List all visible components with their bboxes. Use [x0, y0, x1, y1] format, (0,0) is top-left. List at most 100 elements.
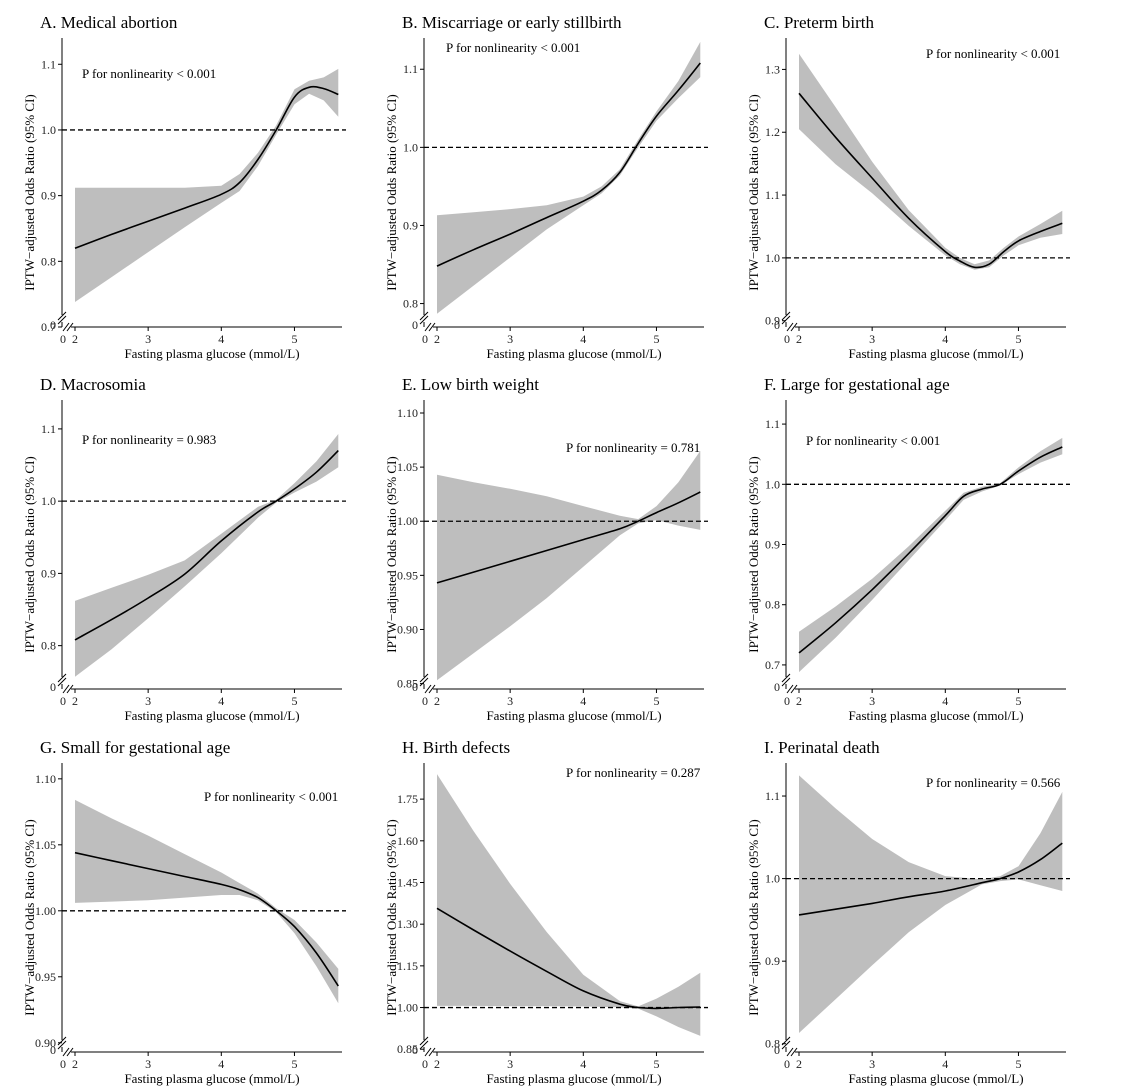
x-break-mark	[428, 684, 436, 694]
y-break-label: 0	[50, 1043, 56, 1057]
nonlinearity-p-value: P for nonlinearity < 0.001	[204, 789, 338, 804]
y-tick-label: 1.1	[765, 188, 780, 202]
y-tick-label: 1.0	[41, 494, 56, 508]
y-tick-label: 0.95	[35, 970, 56, 984]
y-break-label: 0	[50, 680, 56, 694]
x-tick-label: 2	[72, 332, 78, 346]
y-break-label: 0	[774, 1043, 780, 1057]
or-curve	[436, 62, 701, 267]
panel-title: G. Small for gestational age	[40, 738, 230, 757]
x-tick-label: 2	[434, 694, 440, 708]
x-break-mark	[424, 1047, 432, 1057]
or-curve	[798, 92, 1063, 269]
nonlinearity-p-value: P for nonlinearity = 0.287	[566, 765, 701, 780]
y-tick-label: 1.30	[397, 917, 418, 931]
x-tick-label: 4	[942, 694, 948, 708]
or-curve	[798, 446, 1063, 654]
panel-D: D. Macrosomia 0.8 0.9 1.0 1.1 0 2 3 4 5 0 Fasting p…	[0, 362, 366, 723]
x-tick-label: 5	[653, 332, 659, 346]
y-tick-label: 1.00	[35, 904, 56, 918]
or-curve	[436, 491, 701, 584]
nonlinearity-p-value: P for nonlinearity < 0.001	[82, 66, 216, 81]
y-break-mark	[781, 311, 791, 321]
confidence-band	[437, 41, 701, 314]
x-tick-label: 3	[507, 332, 513, 346]
y-break-mark	[419, 315, 429, 325]
or-curve	[74, 85, 339, 249]
y-tick-label: 0.7	[41, 320, 56, 334]
x-break-mark	[66, 1047, 74, 1057]
x-tick-label: 4	[580, 332, 586, 346]
confidence-band	[75, 68, 339, 303]
y-tick-label: 1.0	[41, 123, 56, 137]
x-tick-label: 3	[145, 1057, 151, 1071]
y-break-label: 0	[50, 318, 56, 332]
y-break-mark	[781, 673, 791, 683]
x-break-label: 0	[784, 1057, 790, 1071]
x-break-mark	[428, 322, 436, 332]
x-axis-label: Fasting plasma glucose (mmol/L)	[486, 708, 661, 723]
y-tick-label: 1.1	[403, 62, 418, 76]
x-tick-label: 3	[507, 1057, 513, 1071]
y-break-mark	[419, 1036, 429, 1046]
panel-B: B. Miscarriage or early stillbirth 0.8 0.9…	[362, 0, 728, 361]
y-break-mark	[57, 315, 67, 325]
x-tick-label: 4	[580, 1057, 586, 1071]
x-tick-label: 4	[942, 1057, 948, 1071]
panel-I: I. Perinatal death 0.8 0.9 1.0 1.1 0 2 3 4 5 0 Fast…	[724, 725, 1090, 1086]
y-tick-label: 0.90	[397, 622, 418, 636]
x-tick-label: 2	[796, 332, 802, 346]
x-axis-label: Fasting plasma glucose (mmol/L)	[848, 346, 1023, 361]
y-break-mark	[419, 1040, 429, 1050]
x-break-mark	[786, 684, 794, 694]
or-curve	[436, 907, 701, 1010]
y-break-mark	[419, 673, 429, 683]
x-tick-label: 5	[653, 694, 659, 708]
y-break-label: 0	[412, 680, 418, 694]
x-tick-label: 3	[869, 332, 875, 346]
y-break-mark	[781, 315, 791, 325]
chart-B: B. Miscarriage or early stillbirth 0.8 0.9…	[384, 13, 708, 361]
or-curve	[74, 851, 339, 987]
x-break-mark	[66, 322, 74, 332]
x-tick-label: 5	[1015, 332, 1021, 346]
y-tick-label: 1.15	[397, 959, 418, 973]
x-break-label: 0	[422, 694, 428, 708]
y-axis-label: IPTW−adjusted Odds Ratio (95% CI)	[746, 819, 761, 1016]
x-break-mark	[424, 684, 432, 694]
x-tick-label: 4	[580, 694, 586, 708]
x-tick-label: 5	[1015, 1057, 1021, 1071]
nonlinearity-p-value: P for nonlinearity = 0.781	[566, 440, 700, 455]
x-break-mark	[786, 1047, 794, 1057]
x-tick-label: 5	[291, 694, 297, 708]
panel-title: B. Miscarriage or early stillbirth	[402, 13, 622, 32]
chart-F: F. Large for gestational age 0.7 0.8 0.9 1.0…	[746, 375, 1070, 723]
y-tick-label: 1.0	[403, 140, 418, 154]
y-tick-label: 1.00	[397, 1001, 418, 1015]
x-break-mark	[66, 684, 74, 694]
panel-title: A. Medical abortion	[40, 13, 178, 32]
x-break-label: 0	[422, 332, 428, 346]
x-break-mark	[62, 1047, 70, 1057]
y-tick-label: 1.0	[765, 872, 780, 886]
panel-title: F. Large for gestational age	[764, 375, 950, 394]
x-break-mark	[424, 322, 432, 332]
y-break-mark	[419, 677, 429, 687]
or-curve	[798, 842, 1063, 916]
confidence-band	[799, 53, 1063, 270]
y-break-label: 0	[412, 318, 418, 332]
panel-F: F. Large for gestational age 0.7 0.8 0.9 1.0…	[724, 362, 1090, 723]
x-axis-label: Fasting plasma glucose (mmol/L)	[124, 1071, 299, 1086]
y-tick-label: 0.8	[41, 254, 56, 268]
y-tick-label: 0.8	[403, 297, 418, 311]
x-tick-label: 3	[869, 694, 875, 708]
x-tick-label: 2	[72, 1057, 78, 1071]
chart-G: G. Small for gestational age 0.90 0.95 1.00…	[22, 738, 346, 1086]
panel-title: H. Birth defects	[402, 738, 510, 757]
y-tick-label: 0.9	[765, 314, 780, 328]
x-axis-label: Fasting plasma glucose (mmol/L)	[848, 708, 1023, 723]
x-break-label: 0	[60, 1057, 66, 1071]
chart-H: H. Birth defects 0.85 1.00 1.15 1.30 1.45 1.60…	[384, 738, 708, 1086]
